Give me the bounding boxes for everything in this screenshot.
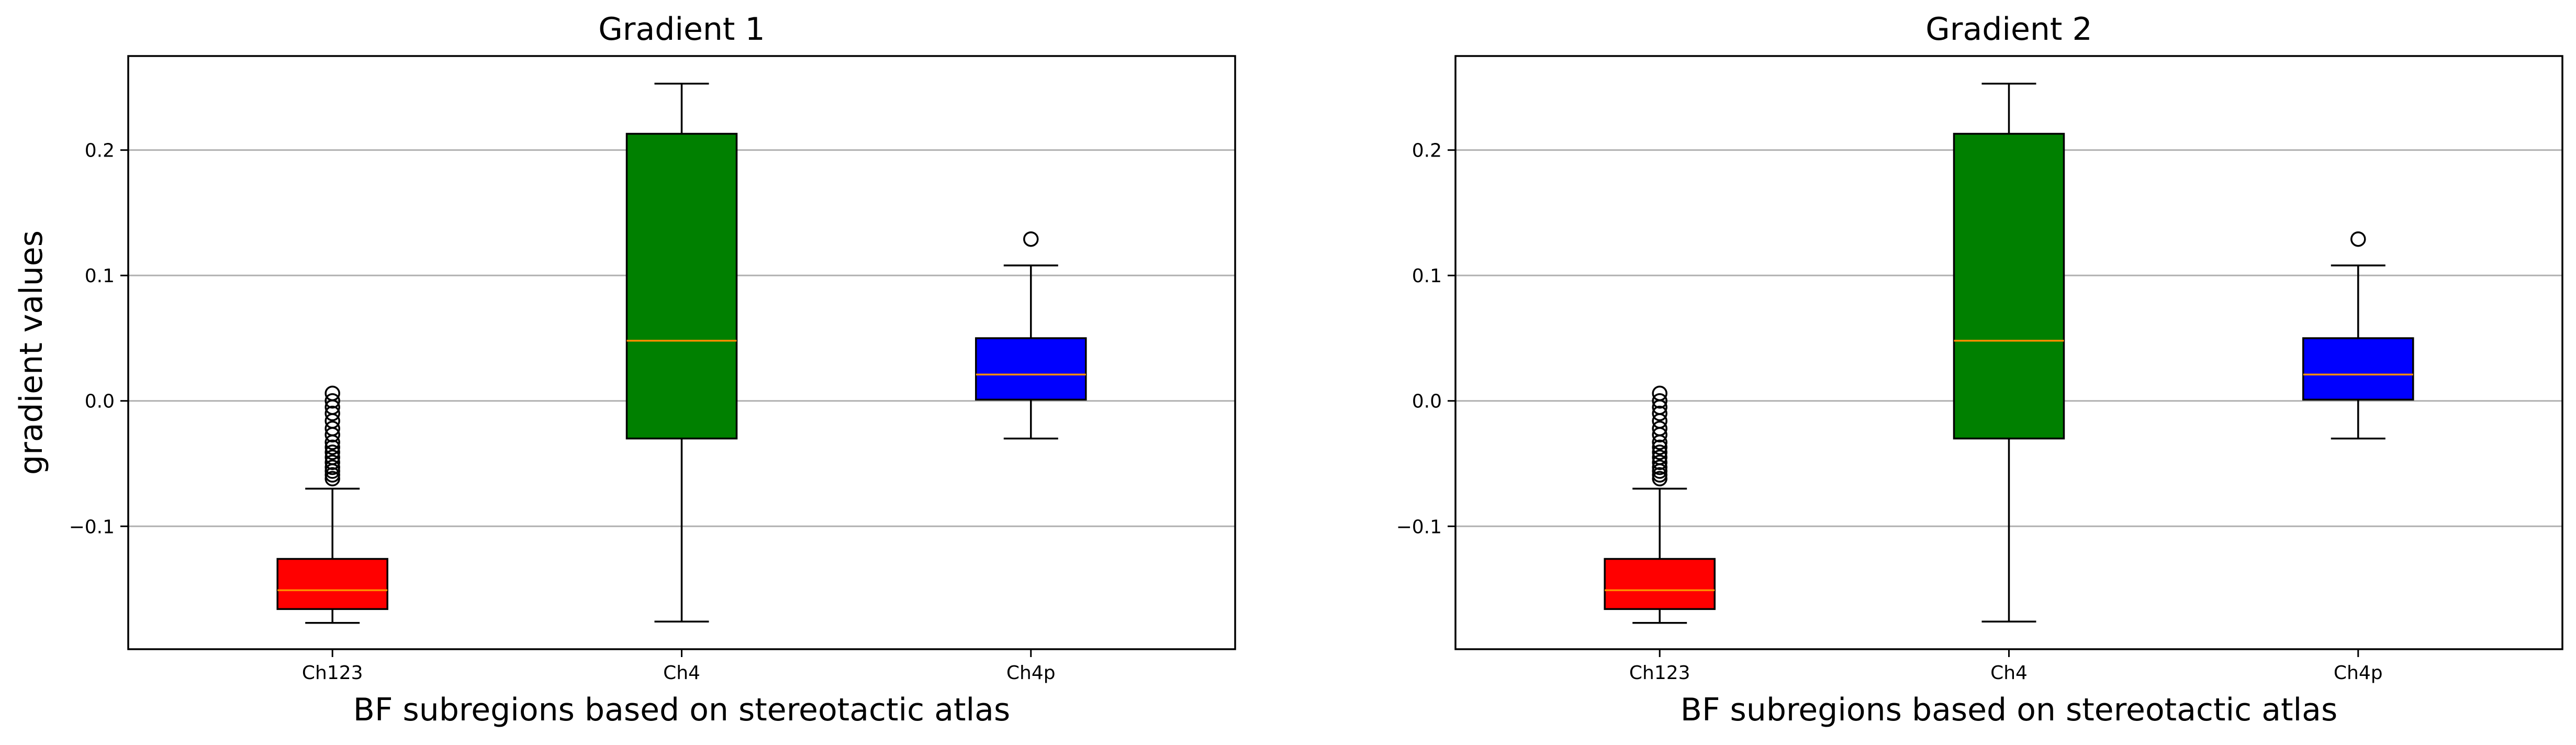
box-ch123	[276, 385, 388, 624]
y-tick-label: 0.2	[1412, 140, 1442, 162]
outlier-point	[324, 463, 340, 479]
box-iqr	[1604, 558, 1716, 610]
x-tick-label: Ch4p	[1006, 662, 1056, 684]
x-tick-label: Ch123	[302, 662, 363, 684]
outlier-point	[1023, 231, 1039, 247]
outlier-point	[324, 454, 340, 470]
box-iqr	[975, 337, 1087, 401]
x-axis-label: BF subregions based on stereotactic atla…	[1681, 692, 2337, 728]
box-ch4	[625, 82, 738, 623]
box-iqr	[276, 558, 388, 610]
outlier-point	[1652, 435, 1667, 450]
outlier-point	[324, 444, 340, 460]
x-tick-label: Ch4	[1990, 662, 2028, 684]
outlier-point	[1652, 427, 1667, 443]
outlier-point	[2350, 231, 2366, 247]
outlier-point	[324, 439, 340, 455]
y-axis-label: gradient values	[13, 230, 50, 475]
y-tick-label: 0.2	[85, 140, 115, 162]
box-ch123	[1604, 385, 1716, 624]
outlier-point	[324, 427, 340, 443]
outlier-point	[324, 459, 340, 475]
chart-title: Gradient 1	[598, 11, 765, 48]
y-tick-label: −0.1	[1396, 516, 1442, 538]
chart-panel-gradient-2: −0.1 0.0 0.1 0.2 Ch123 Ch4 Ch4p Gradient 2 BF su…	[1396, 11, 2563, 728]
outlier-point	[1652, 454, 1667, 470]
y-tick-label: 0.0	[85, 391, 115, 413]
outlier-point	[324, 471, 340, 486]
y-tick-label: 0.1	[85, 265, 115, 287]
y-tick-label: 0.0	[1412, 391, 1442, 413]
outlier-point	[324, 467, 340, 483]
y-tick-label: 0.1	[1412, 265, 1442, 287]
outlier-point	[324, 405, 340, 421]
outlier-point	[324, 435, 340, 450]
x-axis-label: BF subregions based on stereotactic atla…	[353, 692, 1010, 728]
outlier-point	[1652, 439, 1667, 455]
outlier-point	[1652, 471, 1667, 486]
y-tick-label: −0.1	[69, 516, 115, 538]
outlier-point	[1652, 467, 1667, 483]
box-iqr	[625, 132, 738, 440]
outlier-point	[1652, 463, 1667, 479]
outlier-point	[1652, 405, 1667, 421]
outlier-point	[324, 393, 340, 409]
x-tick-label: Ch4	[663, 662, 700, 684]
box-iqr	[2302, 337, 2414, 401]
x-tick-label: Ch4p	[2334, 662, 2383, 684]
box-ch4p	[975, 231, 1087, 440]
outlier-point	[1652, 459, 1667, 475]
box-iqr	[1953, 132, 2065, 440]
box-ch4	[1953, 82, 2065, 623]
outlier-point	[1652, 444, 1667, 460]
chart-panel-gradient-1: −0.1 0.0 0.1 0.2 Ch123 Ch4 Ch4p Gradient 1 BF su…	[13, 11, 1236, 728]
box-ch4p	[2302, 231, 2414, 440]
outlier-point	[1652, 393, 1667, 409]
chart-title: Gradient 2	[1925, 11, 2092, 48]
x-tick-label: Ch123	[1629, 662, 1690, 684]
